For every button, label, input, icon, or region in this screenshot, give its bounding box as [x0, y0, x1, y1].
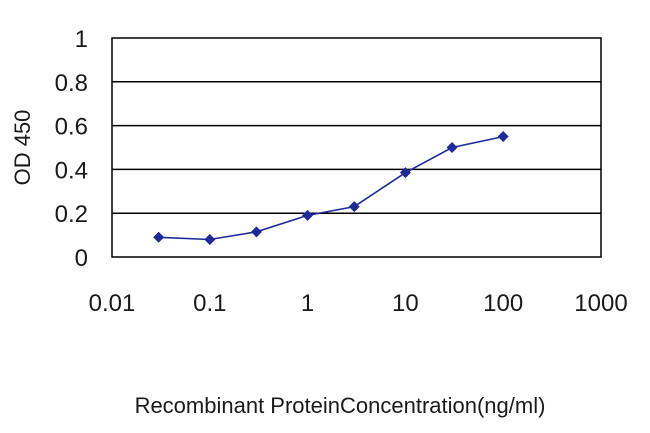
- x-tick-label: 1000: [574, 290, 627, 317]
- grid-lines: [112, 81, 601, 214]
- x-axis-ticks: 0.01 0.1 1 10 100 1000: [89, 290, 628, 317]
- data-point-diamond-icon: [348, 201, 360, 213]
- data-point-diamond-icon: [153, 231, 165, 243]
- data-point-diamond-icon: [399, 167, 411, 179]
- y-tick-label: 0: [75, 245, 88, 272]
- plot-frame: [111, 37, 602, 258]
- y-axis-label: OD 450: [10, 110, 35, 186]
- y-tick-label: 0.6: [55, 114, 88, 141]
- data-point-diamond-icon: [204, 233, 216, 245]
- data-point-diamond-icon: [302, 209, 314, 221]
- data-point-diamond-icon: [446, 142, 458, 153]
- x-tick-label: 1: [301, 290, 314, 317]
- y-tick-label: 1: [75, 26, 88, 53]
- data-point-diamond-icon: [497, 131, 509, 143]
- series-layer: [153, 131, 509, 245]
- y-tick-label: 0.8: [55, 70, 88, 97]
- x-tick-label: 0.1: [193, 290, 226, 317]
- data-point-diamond-icon: [250, 226, 262, 238]
- series-line: [158, 135, 504, 241]
- y-tick-label: 0.2: [55, 201, 88, 228]
- x-axis-label: Recombinant ProteinConcentration(ng/ml): [135, 393, 546, 418]
- plot-area: [111, 37, 602, 258]
- x-tick-label: 100: [483, 290, 523, 317]
- x-tick-label: 0.01: [89, 290, 136, 317]
- y-axis-ticks: 0 0.2 0.4 0.6 0.8 1: [55, 26, 88, 272]
- y-tick-label: 0.4: [55, 157, 88, 184]
- x-tick-label: 10: [392, 290, 419, 317]
